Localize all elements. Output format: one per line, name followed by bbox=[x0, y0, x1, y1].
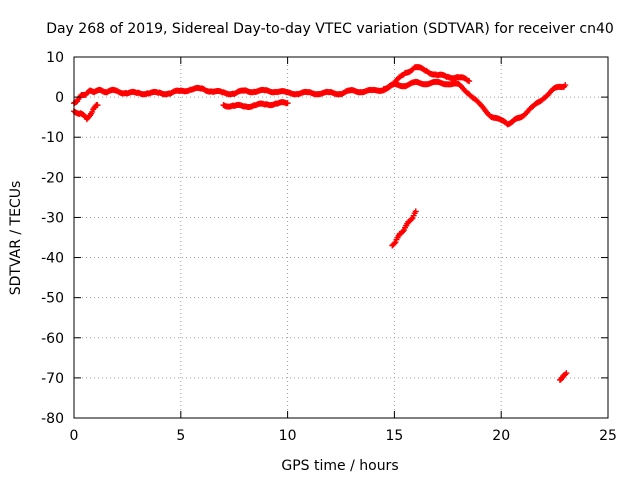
data-point bbox=[408, 216, 415, 223]
data-point bbox=[94, 102, 101, 109]
series-main bbox=[71, 78, 569, 128]
y-tick-label: -80 bbox=[41, 411, 64, 427]
y-tick-label: -10 bbox=[41, 130, 64, 146]
x-tick-label: 25 bbox=[599, 428, 617, 444]
y-tick-label: 10 bbox=[46, 50, 64, 66]
data-point bbox=[391, 240, 398, 247]
y-axis-title: SDTVAR / TECUs bbox=[8, 181, 24, 296]
data-point bbox=[562, 82, 569, 89]
y-tick-label: -60 bbox=[41, 331, 64, 347]
data-point bbox=[412, 208, 419, 215]
y-tick-label: -50 bbox=[41, 291, 64, 307]
data-point bbox=[284, 100, 291, 107]
grid-lines bbox=[74, 57, 608, 418]
x-axis-title: GPS time / hours bbox=[281, 458, 398, 474]
y-tick-label: 0 bbox=[55, 90, 64, 106]
data-point bbox=[466, 78, 473, 85]
y-tick-label: -20 bbox=[41, 170, 64, 186]
series-segment-23h bbox=[556, 370, 570, 383]
x-tick-label: 15 bbox=[385, 428, 403, 444]
tick-labels: 0 5 10 15 20 25 10 0 -10 -20 -30 -40 -50 -60 -70 -80 bbox=[41, 50, 617, 444]
x-tick-label: 20 bbox=[492, 428, 510, 444]
x-tick-label: 10 bbox=[279, 428, 297, 444]
x-tick-label: 5 bbox=[176, 428, 185, 444]
x-tick-label: 0 bbox=[70, 428, 79, 444]
data-point bbox=[399, 228, 406, 235]
y-tick-label: -70 bbox=[41, 371, 64, 387]
plot-frame bbox=[73, 56, 609, 419]
axis-ticks bbox=[73, 56, 609, 419]
series-upper-branch bbox=[380, 64, 473, 93]
y-tick-label: -30 bbox=[41, 210, 64, 226]
data-points bbox=[71, 64, 570, 383]
series-segment-15h bbox=[389, 208, 419, 249]
chart-title: Day 268 of 2019, Sidereal Day-to-day VTE… bbox=[46, 21, 614, 37]
data-point bbox=[563, 370, 570, 377]
series-low-early bbox=[71, 102, 101, 123]
y-tick-label: -40 bbox=[41, 251, 64, 267]
series-dip bbox=[220, 99, 291, 111]
